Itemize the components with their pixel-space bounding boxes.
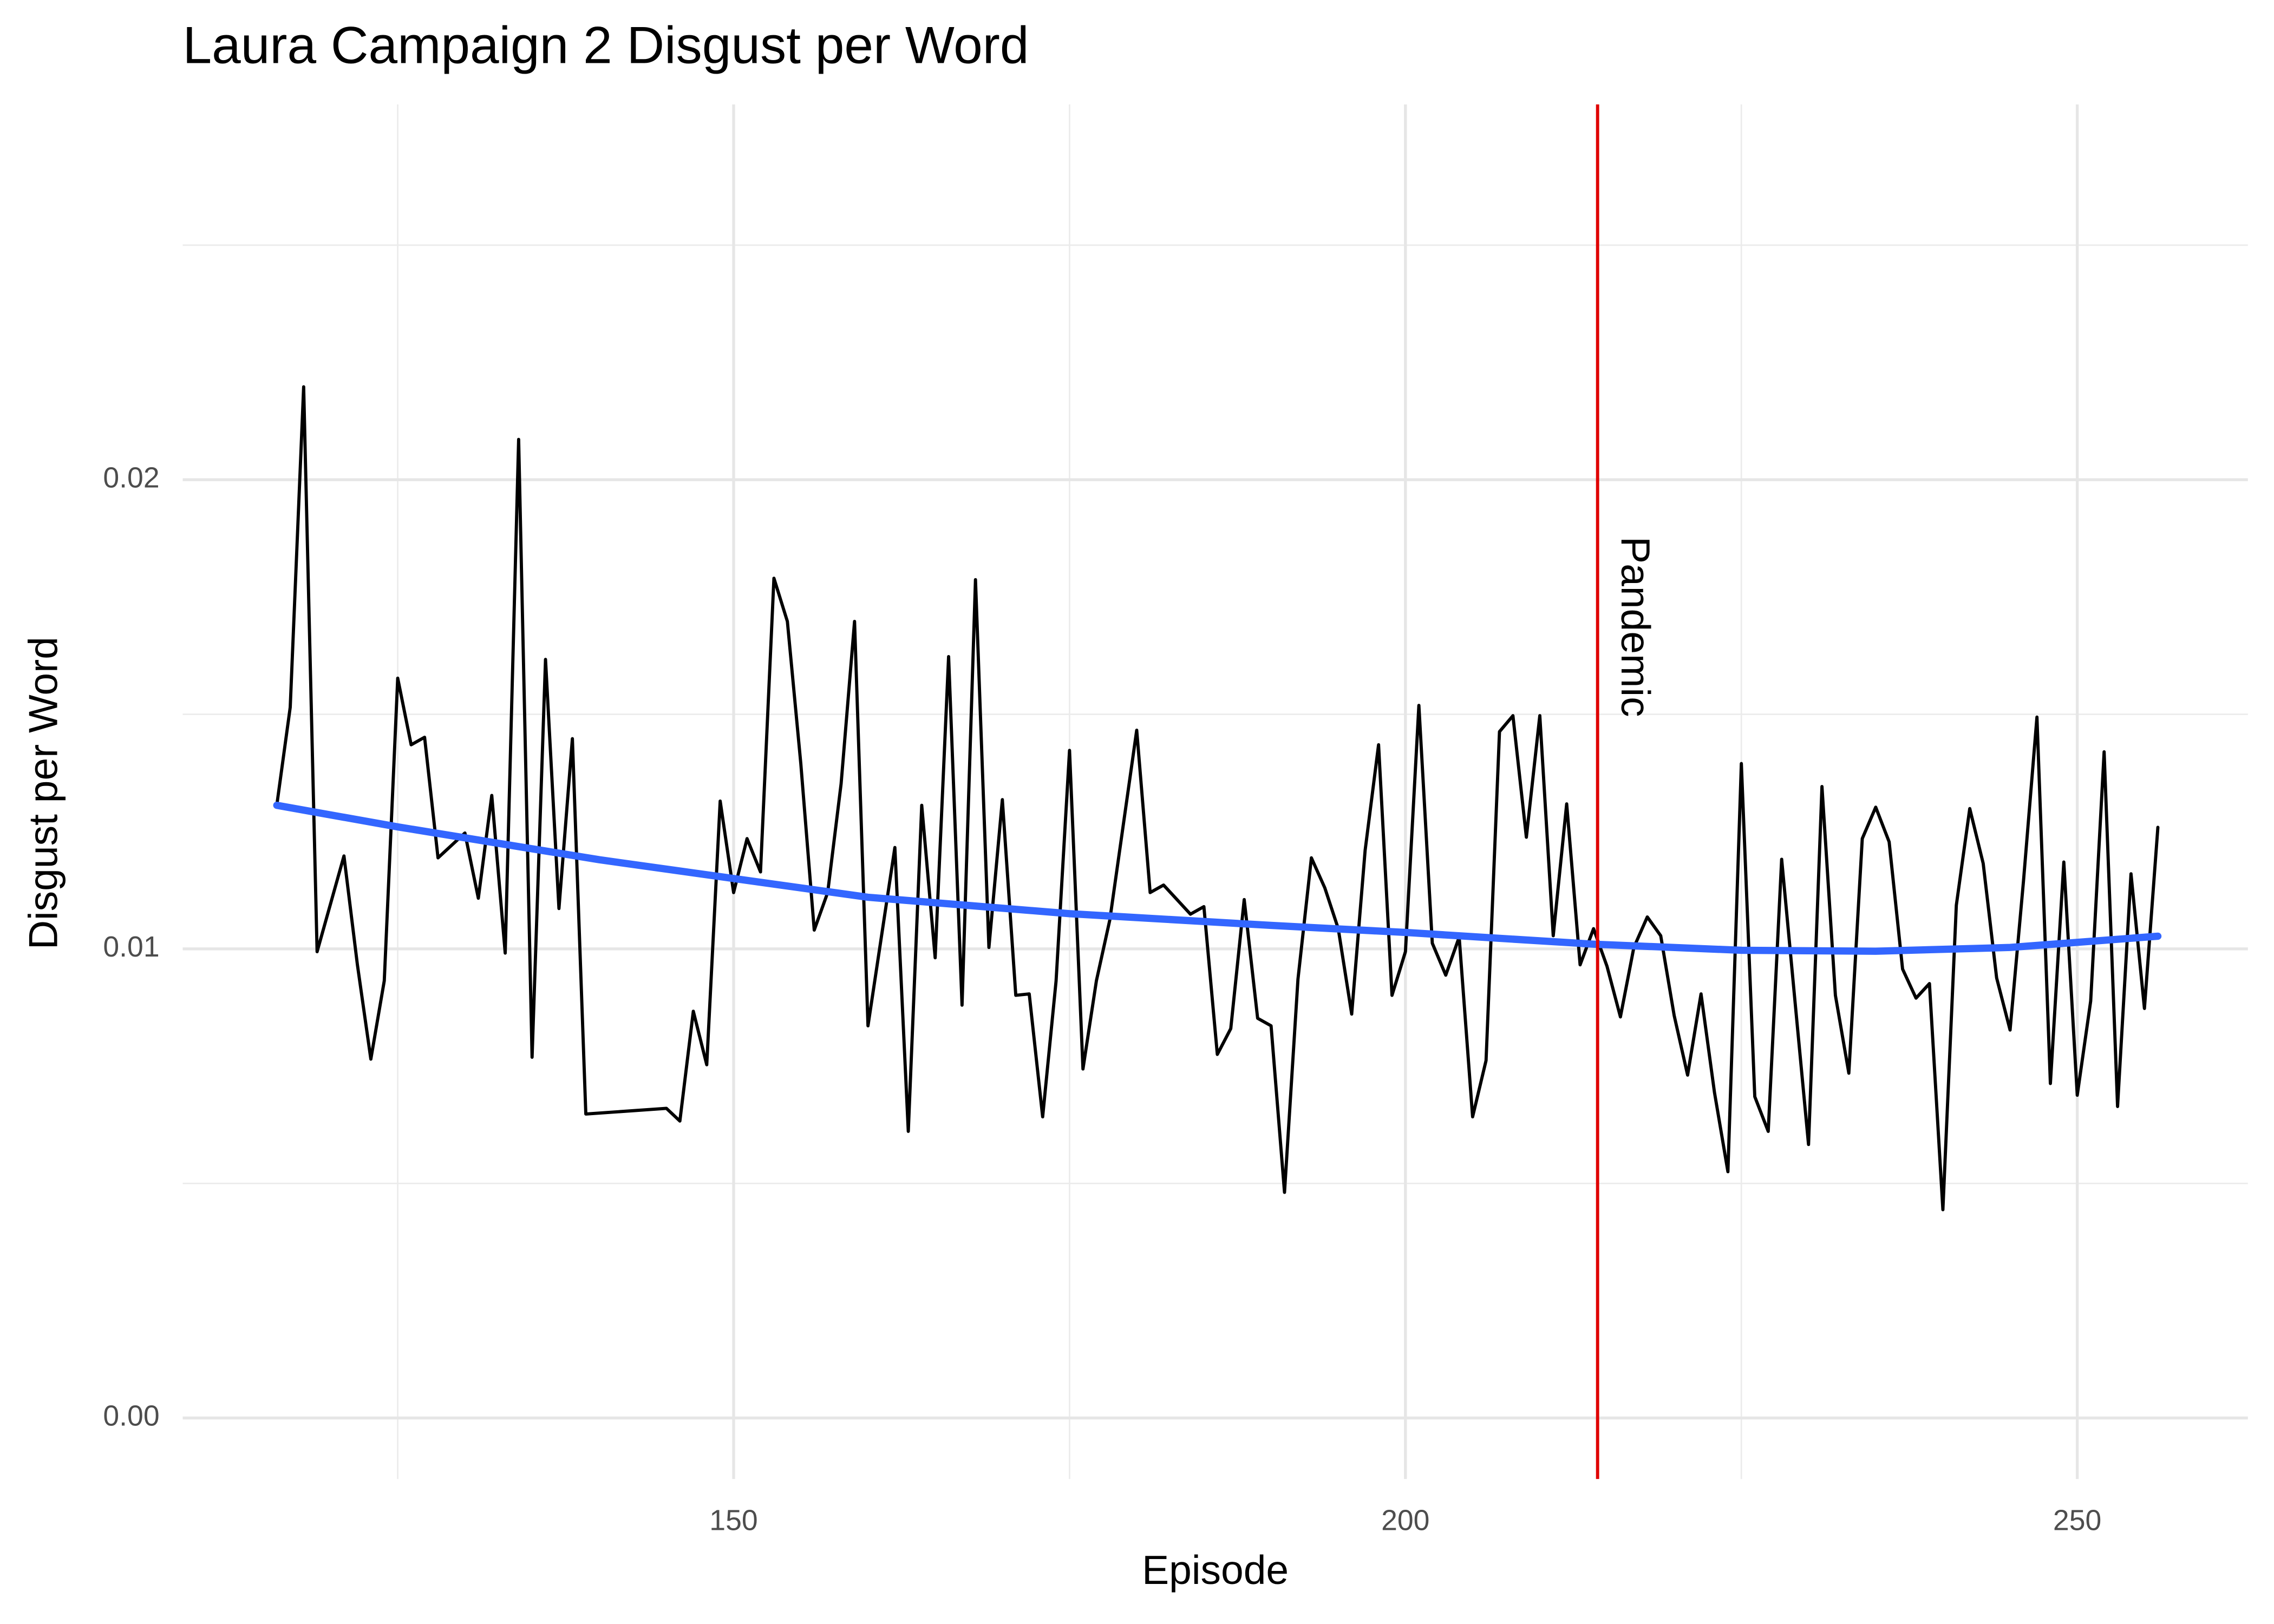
x-axis-title: Episode bbox=[1142, 1547, 1289, 1593]
data-line bbox=[275, 385, 2160, 1212]
y-axis-title: Disgust per Word bbox=[21, 637, 66, 949]
y-tick-label: 0.00 bbox=[103, 1400, 159, 1432]
x-tick-label: 150 bbox=[709, 1505, 757, 1537]
y-tick-label: 0.02 bbox=[103, 462, 159, 494]
chart-title: Laura Campaign 2 Disgust per Word bbox=[183, 17, 1029, 75]
x-tick-label: 200 bbox=[1381, 1505, 1429, 1537]
smooth-line bbox=[273, 801, 2162, 955]
reference-label: Pandemic bbox=[1613, 536, 1658, 717]
y-tick-label: 0.01 bbox=[103, 931, 159, 963]
x-tick-label: 250 bbox=[2053, 1505, 2101, 1537]
